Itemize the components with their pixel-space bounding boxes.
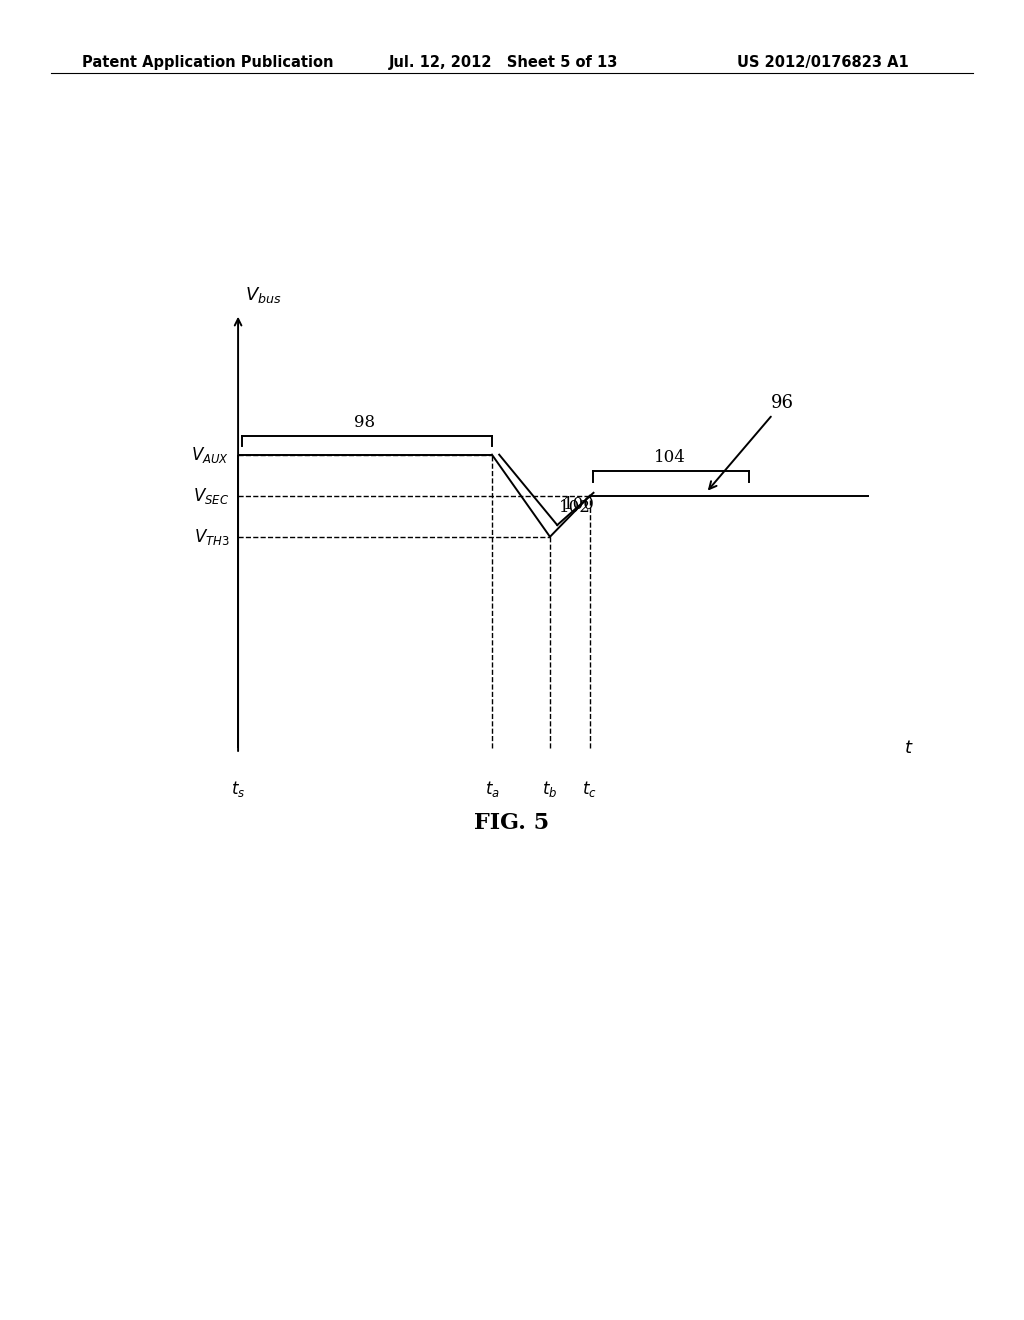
Text: $V_{TH3}$: $V_{TH3}$ — [194, 527, 229, 546]
Text: $V_{SEC}$: $V_{SEC}$ — [194, 486, 229, 506]
Text: 100: 100 — [563, 496, 595, 512]
Text: $V_{bus}$: $V_{bus}$ — [246, 285, 282, 305]
Text: $t$: $t$ — [904, 739, 913, 756]
Text: 96: 96 — [710, 393, 795, 488]
Text: 104: 104 — [653, 449, 686, 466]
Text: $t_c$: $t_c$ — [583, 779, 597, 799]
Text: Patent Application Publication: Patent Application Publication — [82, 55, 334, 70]
Text: $t_a$: $t_a$ — [484, 779, 500, 799]
Text: 102: 102 — [559, 499, 591, 516]
Text: $t_b$: $t_b$ — [543, 779, 558, 799]
Text: US 2012/0176823 A1: US 2012/0176823 A1 — [737, 55, 909, 70]
Text: Jul. 12, 2012   Sheet 5 of 13: Jul. 12, 2012 Sheet 5 of 13 — [389, 55, 618, 70]
Text: FIG. 5: FIG. 5 — [474, 812, 550, 834]
Text: $t_s$: $t_s$ — [231, 779, 245, 799]
Text: $V_{AUX}$: $V_{AUX}$ — [191, 445, 229, 465]
Text: 98: 98 — [354, 414, 376, 432]
